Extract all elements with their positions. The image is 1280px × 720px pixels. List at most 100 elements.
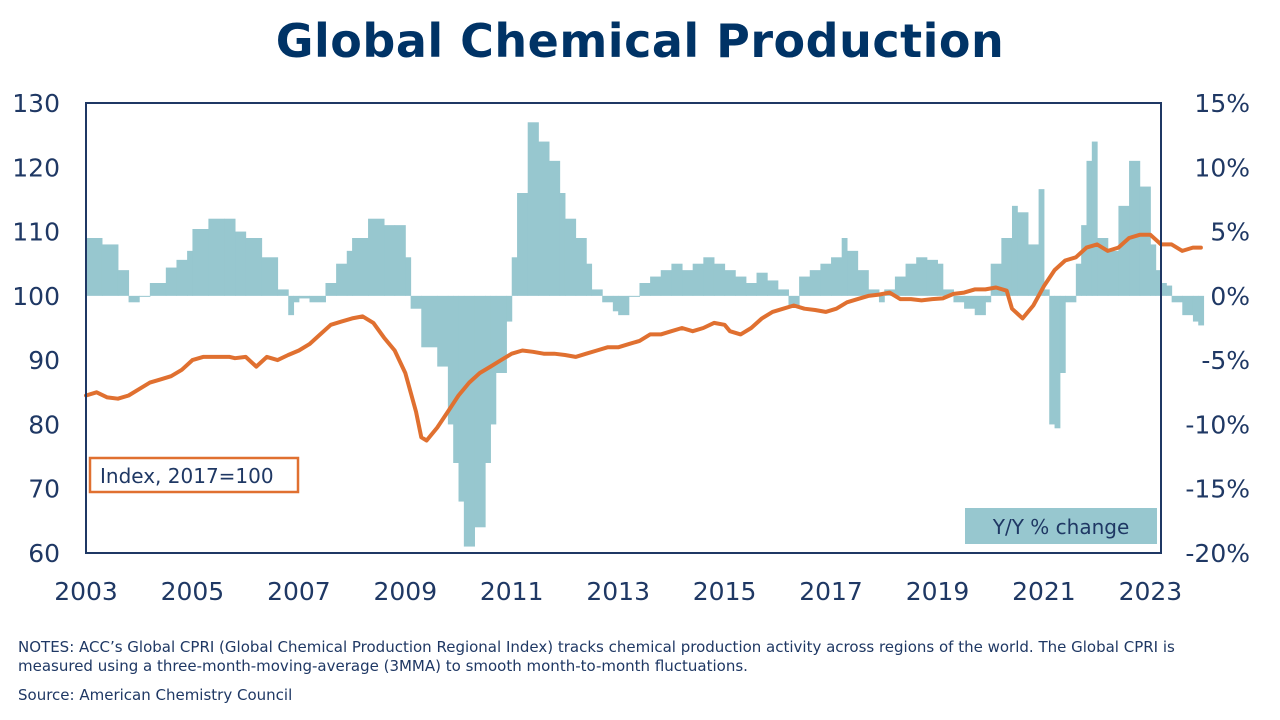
x-tick-label: 2019 <box>906 577 970 606</box>
x-tick-label: 2017 <box>799 577 863 606</box>
yoy-bar <box>224 218 236 296</box>
yoy-bar <box>495 295 507 373</box>
yoy-bar <box>394 225 406 296</box>
yoy-bar <box>894 276 907 296</box>
right-axis-ticks: 15% 10% 5% 0% -5% -10% -15% -20% <box>1185 89 1250 568</box>
yoy-bar <box>1107 250 1119 296</box>
yoy-bar <box>277 289 289 296</box>
yoy-bar <box>809 270 821 296</box>
yoy-bar <box>1091 141 1098 296</box>
left-axis-ticks: 130 120 110 100 90 80 70 60 <box>12 89 60 568</box>
yoy-bar <box>745 283 758 296</box>
yoy-bar <box>1027 244 1040 296</box>
yoy-bar <box>1139 186 1151 296</box>
yoy-bar <box>692 263 704 296</box>
right-tick-label: 5% <box>1210 218 1250 247</box>
yoy-bar <box>926 259 938 296</box>
yoy-bar <box>176 259 188 296</box>
yoy-bar <box>1065 295 1077 303</box>
yoy-bar <box>905 263 917 296</box>
yoy-bar <box>1043 289 1050 296</box>
index-legend-box: Index, 2017=100 <box>88 456 300 494</box>
yoy-bar <box>671 263 683 296</box>
x-tick-label: 2009 <box>373 577 437 606</box>
yoy-bar <box>857 270 869 296</box>
left-tick-label: 130 <box>12 89 60 118</box>
yoy-bar <box>288 295 295 316</box>
yoy-bar <box>298 295 311 299</box>
index-legend-label: Index, 2017=100 <box>100 464 274 488</box>
x-tick-label: 2011 <box>480 577 544 606</box>
yoy-bar <box>149 283 167 296</box>
yoy-bar <box>86 238 103 296</box>
yoy-bar <box>1075 263 1082 296</box>
yoy-bar <box>1192 295 1199 322</box>
yoy-bar <box>1086 160 1093 296</box>
right-tick-label: 10% <box>1194 153 1250 182</box>
yoy-bar <box>1049 295 1056 425</box>
yoy-bar <box>187 250 193 296</box>
yoy-bar <box>942 289 954 296</box>
chart-title: Global Chemical Production <box>275 14 1005 68</box>
yoy-bar <box>309 295 326 303</box>
right-tick-label: -5% <box>1201 346 1250 375</box>
yoy-bar <box>602 295 614 303</box>
x-tick-label: 2021 <box>1012 577 1076 606</box>
yoy-bar <box>575 238 587 296</box>
right-tick-label: -10% <box>1185 410 1250 439</box>
yoy-bar <box>490 295 497 425</box>
yoy-bar <box>639 283 651 296</box>
x-tick-label: 2003 <box>54 577 118 606</box>
yoy-bar <box>384 225 396 296</box>
yoy-bar <box>841 238 848 296</box>
yoy-bar <box>985 295 992 303</box>
x-tick-label: 2023 <box>1119 577 1183 606</box>
yoy-bar <box>788 295 800 307</box>
yoy-bar <box>586 263 593 296</box>
yoy-bar <box>559 193 566 296</box>
yoy-bar <box>1129 160 1141 296</box>
left-tick-label: 120 <box>12 153 60 182</box>
yoy-bar <box>517 193 529 296</box>
right-tick-label: 0% <box>1210 282 1250 311</box>
right-tick-label: -15% <box>1185 475 1250 504</box>
yoy-bar <box>964 295 976 309</box>
yoy-bar <box>1166 285 1173 296</box>
yoy-bar <box>549 160 561 296</box>
x-axis-ticks: 2003 2005 2007 2009 2011 2013 2015 2017 2019 2021… <box>54 577 1182 606</box>
yoy-bar <box>660 270 672 296</box>
left-tick-label: 70 <box>28 475 60 504</box>
yoy-bar <box>139 295 151 297</box>
yoy-bar <box>1081 225 1087 296</box>
notes-text: NOTES: ACC’s Global CPRI (Global Chemica… <box>18 638 1175 675</box>
yoy-bar <box>458 295 465 502</box>
left-tick-label: 60 <box>28 539 60 568</box>
yoy-bar <box>1017 212 1029 296</box>
yoy-legend-box: Y/Y % change <box>965 508 1157 544</box>
yoy-legend-label: Y/Y % change <box>992 515 1130 539</box>
right-tick-label: 15% <box>1194 89 1250 118</box>
left-tick-label: 100 <box>12 282 60 311</box>
yoy-bar <box>1150 244 1157 296</box>
yoy-bar <box>756 272 768 296</box>
yoy-bar <box>868 289 880 296</box>
yoy-bar <box>368 218 385 296</box>
yoy-bar <box>511 257 518 296</box>
x-tick-label: 2005 <box>161 577 225 606</box>
yoy-bar <box>820 263 832 296</box>
yoy-bar <box>506 295 513 322</box>
yoy-bar <box>990 263 1002 296</box>
yoy-bar <box>847 250 859 296</box>
yoy-bar <box>591 289 603 296</box>
yoy-bar <box>937 263 944 296</box>
left-tick-label: 80 <box>28 410 60 439</box>
yoy-bar <box>618 295 630 316</box>
yoy-bar <box>235 231 247 296</box>
yoy-bar <box>447 295 454 425</box>
plot-frame <box>85 102 1162 554</box>
yoy-bar <box>1059 295 1066 373</box>
chart-area: 130 120 110 100 90 80 70 60 15% 10% 5% 0% -5% -10% -1… <box>12 89 1250 606</box>
yoy-bar <box>346 250 353 296</box>
yoy-bar <box>117 270 130 296</box>
yoy-bar <box>485 295 491 463</box>
